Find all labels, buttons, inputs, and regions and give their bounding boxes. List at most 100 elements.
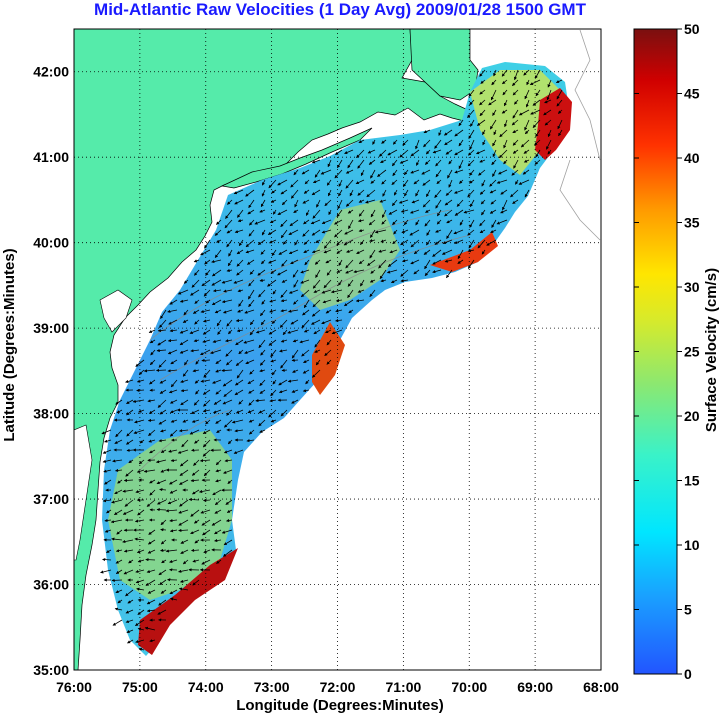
velocity-vector xyxy=(234,379,244,386)
velocity-vector xyxy=(413,269,420,275)
velocity-vector xyxy=(525,99,530,108)
velocity-vector xyxy=(248,419,255,423)
velocity-vector xyxy=(369,279,376,283)
velocity-vector xyxy=(114,439,123,444)
velocity-vector xyxy=(237,289,244,293)
velocity-vector xyxy=(106,509,112,514)
velocity-vector xyxy=(315,269,321,278)
velocity-vector xyxy=(467,259,475,269)
velocity-vector xyxy=(115,399,123,405)
velocity-vector xyxy=(165,509,178,513)
velocity-vector xyxy=(215,479,222,483)
velocity-vector xyxy=(544,119,552,126)
velocity-vector xyxy=(288,289,299,294)
velocity-vector xyxy=(403,219,409,226)
velocity-vector xyxy=(104,518,112,523)
velocity-vector xyxy=(203,549,211,553)
velocity-vector xyxy=(261,299,266,305)
velocity-vector xyxy=(245,249,255,254)
velocity-vector xyxy=(182,319,189,323)
velocity-vector xyxy=(278,249,288,255)
velocity-vector xyxy=(467,249,475,253)
velocity-vector xyxy=(502,199,508,211)
velocity-vector xyxy=(211,259,222,264)
velocity-vector xyxy=(225,518,233,523)
velocity-vector xyxy=(267,229,277,235)
velocity-vector xyxy=(248,399,255,406)
velocity-vector xyxy=(294,239,299,246)
velocity-vector xyxy=(146,609,156,613)
velocity-vector xyxy=(258,289,266,298)
velocity-vector xyxy=(401,259,409,263)
velocity-vector xyxy=(216,429,222,433)
velocity-vector xyxy=(169,529,178,533)
velocity-vector xyxy=(149,639,156,643)
velocity-vector xyxy=(343,239,354,246)
velocity-vector xyxy=(281,259,288,267)
velocity-vector xyxy=(202,329,211,335)
velocity-vector xyxy=(510,189,519,198)
velocity-vector xyxy=(378,249,387,253)
velocity-vector xyxy=(480,199,486,205)
velocity-vector xyxy=(504,99,508,107)
velocity-vector xyxy=(303,189,310,194)
velocity-vector xyxy=(410,259,420,265)
velocity-vector xyxy=(479,159,486,163)
velocity-vector xyxy=(123,478,134,483)
velocity-vector xyxy=(191,279,200,288)
velocity-vector xyxy=(558,129,563,137)
velocity-vector xyxy=(469,139,475,150)
velocity-vector xyxy=(190,548,200,552)
velocity-vector xyxy=(150,349,156,356)
velocity-vector xyxy=(374,229,387,234)
velocity-vector xyxy=(524,89,530,100)
velocity-vector xyxy=(392,239,398,245)
velocity-vector xyxy=(328,209,332,216)
velocity-vector xyxy=(486,239,497,246)
velocity-vector xyxy=(410,169,420,174)
velocity-vector xyxy=(245,189,255,197)
velocity-vector xyxy=(179,479,189,485)
velocity-vector xyxy=(336,239,343,246)
velocity-vector xyxy=(190,478,200,483)
velocity-vector xyxy=(370,229,376,238)
velocity-vector xyxy=(259,379,266,386)
velocity-vector xyxy=(195,359,200,365)
velocity-vector xyxy=(178,528,189,533)
velocity-vector xyxy=(137,509,145,516)
velocity-vector xyxy=(547,149,552,155)
velocity-vector xyxy=(213,409,222,414)
velocity-vector xyxy=(182,419,189,423)
velocity-vector xyxy=(435,169,442,178)
y-tick-label: 39:00 xyxy=(33,320,69,336)
velocity-vector xyxy=(179,299,189,303)
velocity-vector xyxy=(357,159,365,169)
velocity-vector xyxy=(458,139,464,147)
velocity-vector xyxy=(111,537,123,541)
velocity-vector xyxy=(311,229,321,236)
velocity-vector xyxy=(192,489,200,495)
velocity-vector xyxy=(291,399,299,404)
velocity-vector xyxy=(322,299,332,304)
velocity-vector xyxy=(435,159,442,167)
velocity-vector xyxy=(489,179,497,187)
velocity-vector xyxy=(393,189,398,196)
velocity-vector xyxy=(170,379,178,388)
velocity-vector xyxy=(134,537,145,541)
velocity-vector xyxy=(413,249,420,255)
velocity-vector xyxy=(468,149,475,156)
velocity-vector xyxy=(126,629,134,633)
velocity-vector xyxy=(303,329,310,333)
velocity-vector xyxy=(191,469,200,476)
velocity-vector xyxy=(445,189,453,196)
velocity-vector xyxy=(222,309,233,314)
velocity-vector xyxy=(117,479,123,484)
velocity-vector xyxy=(194,269,200,276)
velocity-vector xyxy=(170,458,178,463)
velocity-vector xyxy=(280,299,288,303)
velocity-vector xyxy=(454,239,464,244)
velocity-vector xyxy=(102,499,112,503)
velocity-vector xyxy=(304,179,310,185)
velocity-vector xyxy=(168,389,178,394)
velocity-vector xyxy=(293,169,299,176)
